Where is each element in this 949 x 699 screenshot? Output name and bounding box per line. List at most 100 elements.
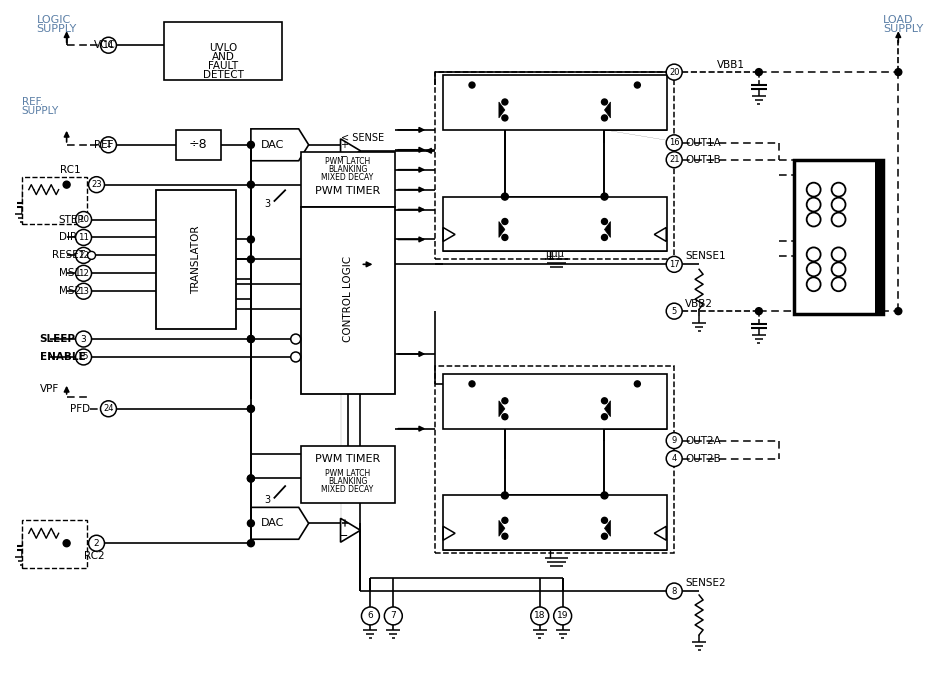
Bar	[436, 366, 674, 553]
Circle shape	[290, 334, 301, 344]
Circle shape	[807, 182, 821, 196]
Text: MIXED DECAY: MIXED DECAY	[322, 485, 374, 494]
Circle shape	[248, 256, 254, 263]
Circle shape	[602, 517, 607, 524]
Circle shape	[248, 520, 254, 527]
Circle shape	[87, 252, 96, 259]
Circle shape	[831, 262, 846, 276]
Circle shape	[807, 198, 821, 212]
Text: 15: 15	[78, 352, 89, 361]
Bar	[793, 160, 884, 314]
Text: LOAD: LOAD	[884, 15, 914, 25]
Circle shape	[602, 234, 607, 240]
Circle shape	[666, 257, 682, 273]
Text: PWM LATCH: PWM LATCH	[325, 157, 370, 166]
Circle shape	[666, 451, 682, 466]
Circle shape	[602, 398, 607, 404]
Polygon shape	[499, 222, 505, 238]
Circle shape	[101, 137, 117, 153]
Text: ÷8: ÷8	[189, 138, 208, 151]
Text: 16: 16	[669, 138, 679, 147]
Circle shape	[553, 607, 571, 625]
Circle shape	[831, 212, 846, 226]
Circle shape	[76, 349, 91, 365]
Circle shape	[807, 212, 821, 226]
Circle shape	[76, 229, 91, 245]
Bar	[157, 189, 236, 329]
Bar	[443, 196, 667, 252]
Polygon shape	[605, 401, 610, 417]
Text: VPF: VPF	[40, 384, 59, 394]
Circle shape	[248, 405, 254, 412]
Text: μμμ: μμμ	[546, 250, 564, 259]
Circle shape	[76, 266, 91, 281]
Circle shape	[248, 181, 254, 188]
Bar	[301, 152, 396, 207]
Circle shape	[666, 583, 682, 599]
Text: 4: 4	[672, 454, 677, 463]
Text: PFD: PFD	[69, 404, 90, 414]
Circle shape	[64, 181, 70, 188]
Text: CONTROL LOGIC: CONTROL LOGIC	[343, 256, 352, 343]
Text: RC2: RC2	[84, 552, 104, 561]
Circle shape	[602, 533, 607, 539]
Text: LOGIC: LOGIC	[37, 15, 71, 25]
Text: AND: AND	[212, 52, 234, 62]
Text: 1: 1	[105, 140, 111, 150]
Text: DETECT: DETECT	[202, 70, 244, 80]
Circle shape	[602, 99, 607, 105]
Text: 12: 12	[78, 269, 89, 278]
Bar	[177, 130, 221, 160]
Text: −: −	[341, 531, 348, 541]
Bar	[443, 496, 667, 550]
Text: 19: 19	[557, 612, 568, 621]
Text: BLANKING: BLANKING	[327, 477, 367, 486]
Circle shape	[666, 303, 682, 319]
Bar	[301, 207, 396, 394]
Text: 6: 6	[367, 612, 373, 621]
Circle shape	[807, 278, 821, 291]
Circle shape	[248, 141, 254, 148]
Circle shape	[831, 278, 846, 291]
Text: OUT2A: OUT2A	[685, 435, 721, 446]
Text: 18: 18	[534, 612, 546, 621]
Text: DIR: DIR	[59, 233, 77, 243]
Circle shape	[502, 219, 508, 224]
Circle shape	[502, 99, 508, 105]
Text: +: +	[341, 140, 348, 150]
Text: OUT2B: OUT2B	[685, 454, 721, 463]
Text: 8: 8	[672, 586, 677, 596]
Text: 10: 10	[78, 215, 89, 224]
Text: 23: 23	[91, 180, 102, 189]
Text: 14: 14	[102, 41, 114, 50]
Circle shape	[755, 69, 762, 75]
Circle shape	[831, 198, 846, 212]
Polygon shape	[605, 102, 610, 118]
Circle shape	[502, 414, 508, 419]
Circle shape	[248, 475, 254, 482]
Circle shape	[666, 135, 682, 151]
Text: DAC: DAC	[261, 140, 285, 150]
Circle shape	[502, 234, 508, 240]
Text: 2: 2	[94, 539, 100, 548]
Bar	[22, 177, 86, 224]
Bar	[301, 446, 396, 503]
Circle shape	[666, 152, 682, 168]
Circle shape	[666, 433, 682, 449]
Circle shape	[666, 64, 682, 80]
Text: SLEEP: SLEEP	[40, 334, 76, 344]
Text: −: −	[341, 531, 348, 541]
Circle shape	[88, 535, 104, 552]
Circle shape	[502, 517, 508, 524]
Circle shape	[634, 381, 641, 387]
Circle shape	[602, 219, 607, 224]
Text: +: +	[341, 519, 348, 529]
Polygon shape	[499, 102, 505, 118]
Text: PWM TIMER: PWM TIMER	[315, 454, 381, 463]
Text: 9: 9	[672, 436, 677, 445]
Circle shape	[362, 607, 380, 625]
Text: 21: 21	[669, 155, 679, 164]
Text: RC1: RC1	[60, 165, 81, 175]
Text: < SENSE: < SENSE	[341, 133, 383, 143]
Text: SUPPLY: SUPPLY	[884, 24, 923, 34]
